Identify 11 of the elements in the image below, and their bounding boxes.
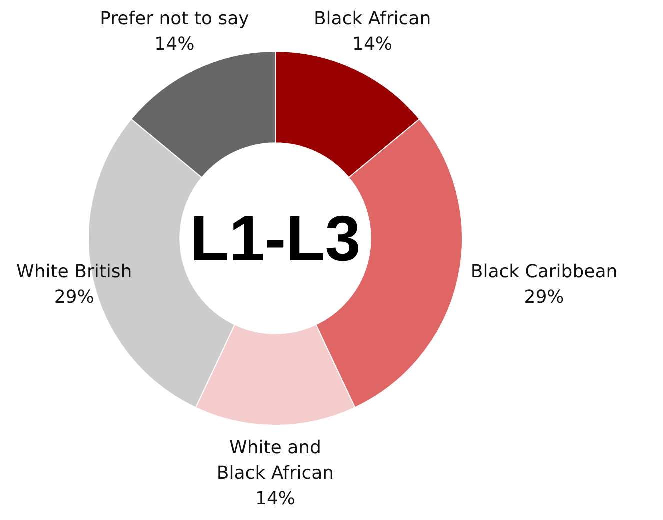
data-label: 14%: [352, 34, 393, 56]
slice-label: White and Black African: [216, 438, 334, 484]
data-label: 14%: [154, 34, 195, 56]
text: L1-L3: [190, 202, 361, 274]
data-label: 14%: [255, 488, 296, 510]
slice-label: Black Caribbean: [470, 262, 618, 283]
slice-label: Black African: [314, 8, 432, 30]
slice-label: Prefer not to say: [100, 8, 250, 30]
data-label: 29%: [54, 286, 94, 308]
data-label: 29%: [524, 286, 564, 308]
slice-label: White British: [16, 262, 132, 283]
